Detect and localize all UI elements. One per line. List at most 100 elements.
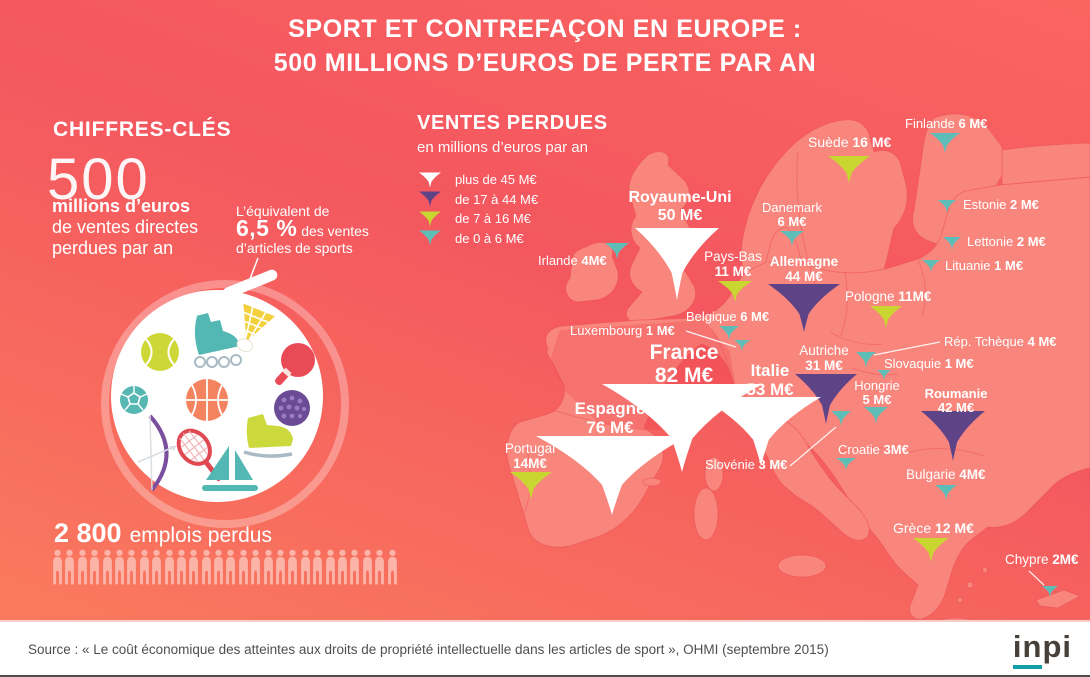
person-icon (189, 549, 199, 585)
legend-item: de 0 à 6 M€ (417, 229, 608, 249)
person-icon (276, 549, 285, 585)
person-icon (300, 549, 310, 585)
country-name: Grèce (893, 520, 936, 536)
key-figure-unit: millions d’euros (52, 196, 191, 216)
person-icon (127, 549, 137, 585)
country-label-Slovaquie: Slovaquie 1 M€ (884, 356, 974, 371)
legend-marker-icon (419, 211, 441, 227)
legend-item: de 17 à 44 M€ (417, 190, 608, 210)
person-icon (139, 549, 149, 585)
country-label-Royaume-Uni: Royaume-Uni 50 M€ (628, 189, 731, 224)
country-value: 2 M€ (1016, 234, 1046, 249)
country-value: 12 M€ (935, 520, 974, 536)
person-icon (251, 549, 261, 585)
country-value: 1 M€ (994, 258, 1024, 273)
country-name: Rép. Tchèque (944, 334, 1028, 349)
country-name: Irlande (538, 253, 582, 268)
country-name: Lettonie (967, 234, 1017, 249)
country-label-France: France 82 M€ (650, 341, 719, 387)
inpi-logo-in: in (1012, 629, 1043, 669)
person-icon (375, 549, 385, 585)
country-name: Luxembourg (570, 323, 646, 338)
country-value: 2M€ (1052, 552, 1079, 567)
person-icon (338, 549, 347, 585)
country-label-Lettonie: Lettonie 2 M€ (967, 234, 1046, 249)
country-name: Croatie (838, 442, 884, 457)
person-icon (164, 549, 174, 585)
legend-item-label: de 17 à 44 M€ (455, 191, 539, 207)
country-value: 6 M€ (740, 309, 770, 324)
country-name: Danemark (762, 200, 822, 215)
country-value: 42 M€ (937, 400, 975, 416)
legend-item-label: de 7 à 16 M€ (455, 211, 531, 227)
jobs-number: 2 800 (54, 518, 122, 548)
country-value: 6 M€ (777, 214, 807, 230)
country-value: 11 M€ (714, 263, 752, 279)
country-value: 50 M€ (657, 206, 703, 224)
country-label-Roumanie: Roumanie 42 M€ (924, 386, 988, 416)
jobs-label: emplois perdus (129, 524, 272, 547)
country-label-Italie: Italie 53 M€ (746, 361, 794, 399)
country-value: 11M€ (898, 289, 932, 304)
country-label-Lituanie: Lituanie 1 M€ (945, 258, 1024, 273)
person-icon (214, 549, 223, 585)
legend-item-label: plus de 45 M€ (455, 172, 537, 188)
callout-post2: d’articles de sports (236, 240, 353, 256)
country-label-Estonie: Estonie 2 M€ (963, 197, 1039, 212)
country-value: 14M€ (513, 455, 547, 471)
legend-marker-icon (419, 172, 441, 188)
key-figure-line3: perdues par an (52, 238, 174, 258)
jobs-lost: 2 800 emplois perdus (54, 518, 272, 549)
legend-item: plus de 45 M€ (417, 170, 608, 190)
country-name: Bulgarie (906, 467, 960, 482)
person-icon (325, 549, 335, 585)
legend-marker-icon (419, 191, 441, 207)
country-name: Slovaquie (884, 356, 945, 371)
country-name: Belgique (686, 309, 741, 324)
country-name: Lituanie (945, 258, 995, 273)
page-title: SPORT ET CONTREFAÇON EN EUROPE : 500 MIL… (0, 12, 1090, 80)
people-pictogram-row (52, 548, 402, 588)
country-name: Italie (750, 361, 790, 380)
person-icon (350, 549, 360, 585)
person-icon (177, 549, 186, 585)
person-icon (65, 549, 75, 585)
country-value: 82 M€ (654, 364, 714, 388)
country-label-Espagne: Espagne 76 M€ (575, 399, 646, 437)
inpi-logo: inpi (1012, 629, 1072, 669)
country-label-Chypre: Chypre 2M€ (1005, 552, 1079, 568)
callout-percent: 6,5 % (236, 215, 298, 241)
country-label-Pays-Bas: Pays-Bas 11 M€ (704, 249, 762, 280)
country-name: Pologne (845, 289, 899, 304)
country-value: 53 M€ (746, 379, 794, 399)
person-icon (201, 549, 211, 585)
country-label-Luxembourg: Luxembourg 1 M€ (570, 323, 675, 338)
country-label-Grèce: Grèce 12 M€ (893, 520, 974, 536)
country-name: Slovénie (705, 457, 759, 472)
legend-marker-icon (419, 230, 441, 246)
country-label-Belgique: Belgique 6 M€ (686, 309, 770, 324)
title-line1: SPORT ET CONTREFAÇON EN EUROPE : (288, 15, 802, 43)
country-value: 5 M€ (862, 392, 892, 408)
key-figure-caption: millions d’euros de ventes directes perd… (52, 196, 198, 259)
country-value: 31 M€ (805, 357, 843, 373)
country-label-Pologne: Pologne 11M€ (845, 289, 932, 305)
country-label-Danemark: Danemark 6 M€ (762, 200, 822, 230)
country-value: 3M€ (883, 442, 909, 457)
country-name: France (649, 341, 719, 364)
inpi-logo-pi: pi (1042, 629, 1072, 664)
country-label-Autriche: Autriche 31 M€ (799, 343, 849, 374)
person-icon (263, 549, 273, 585)
legend-subtitle: en millions d’euros par an (417, 139, 588, 156)
country-name: Roumanie (924, 386, 988, 401)
country-value: 4M€ (581, 253, 607, 268)
person-icon (53, 549, 62, 585)
country-value: 4M€ (959, 467, 986, 482)
person-icon (77, 549, 87, 585)
country-label-Slovénie: Slovénie 3 M€ (705, 457, 787, 472)
country-name: Hongrie (854, 378, 900, 393)
country-label-Portugal: Portugal 14M€ (505, 441, 555, 472)
person-icon (115, 549, 124, 585)
person-icon (102, 549, 112, 585)
